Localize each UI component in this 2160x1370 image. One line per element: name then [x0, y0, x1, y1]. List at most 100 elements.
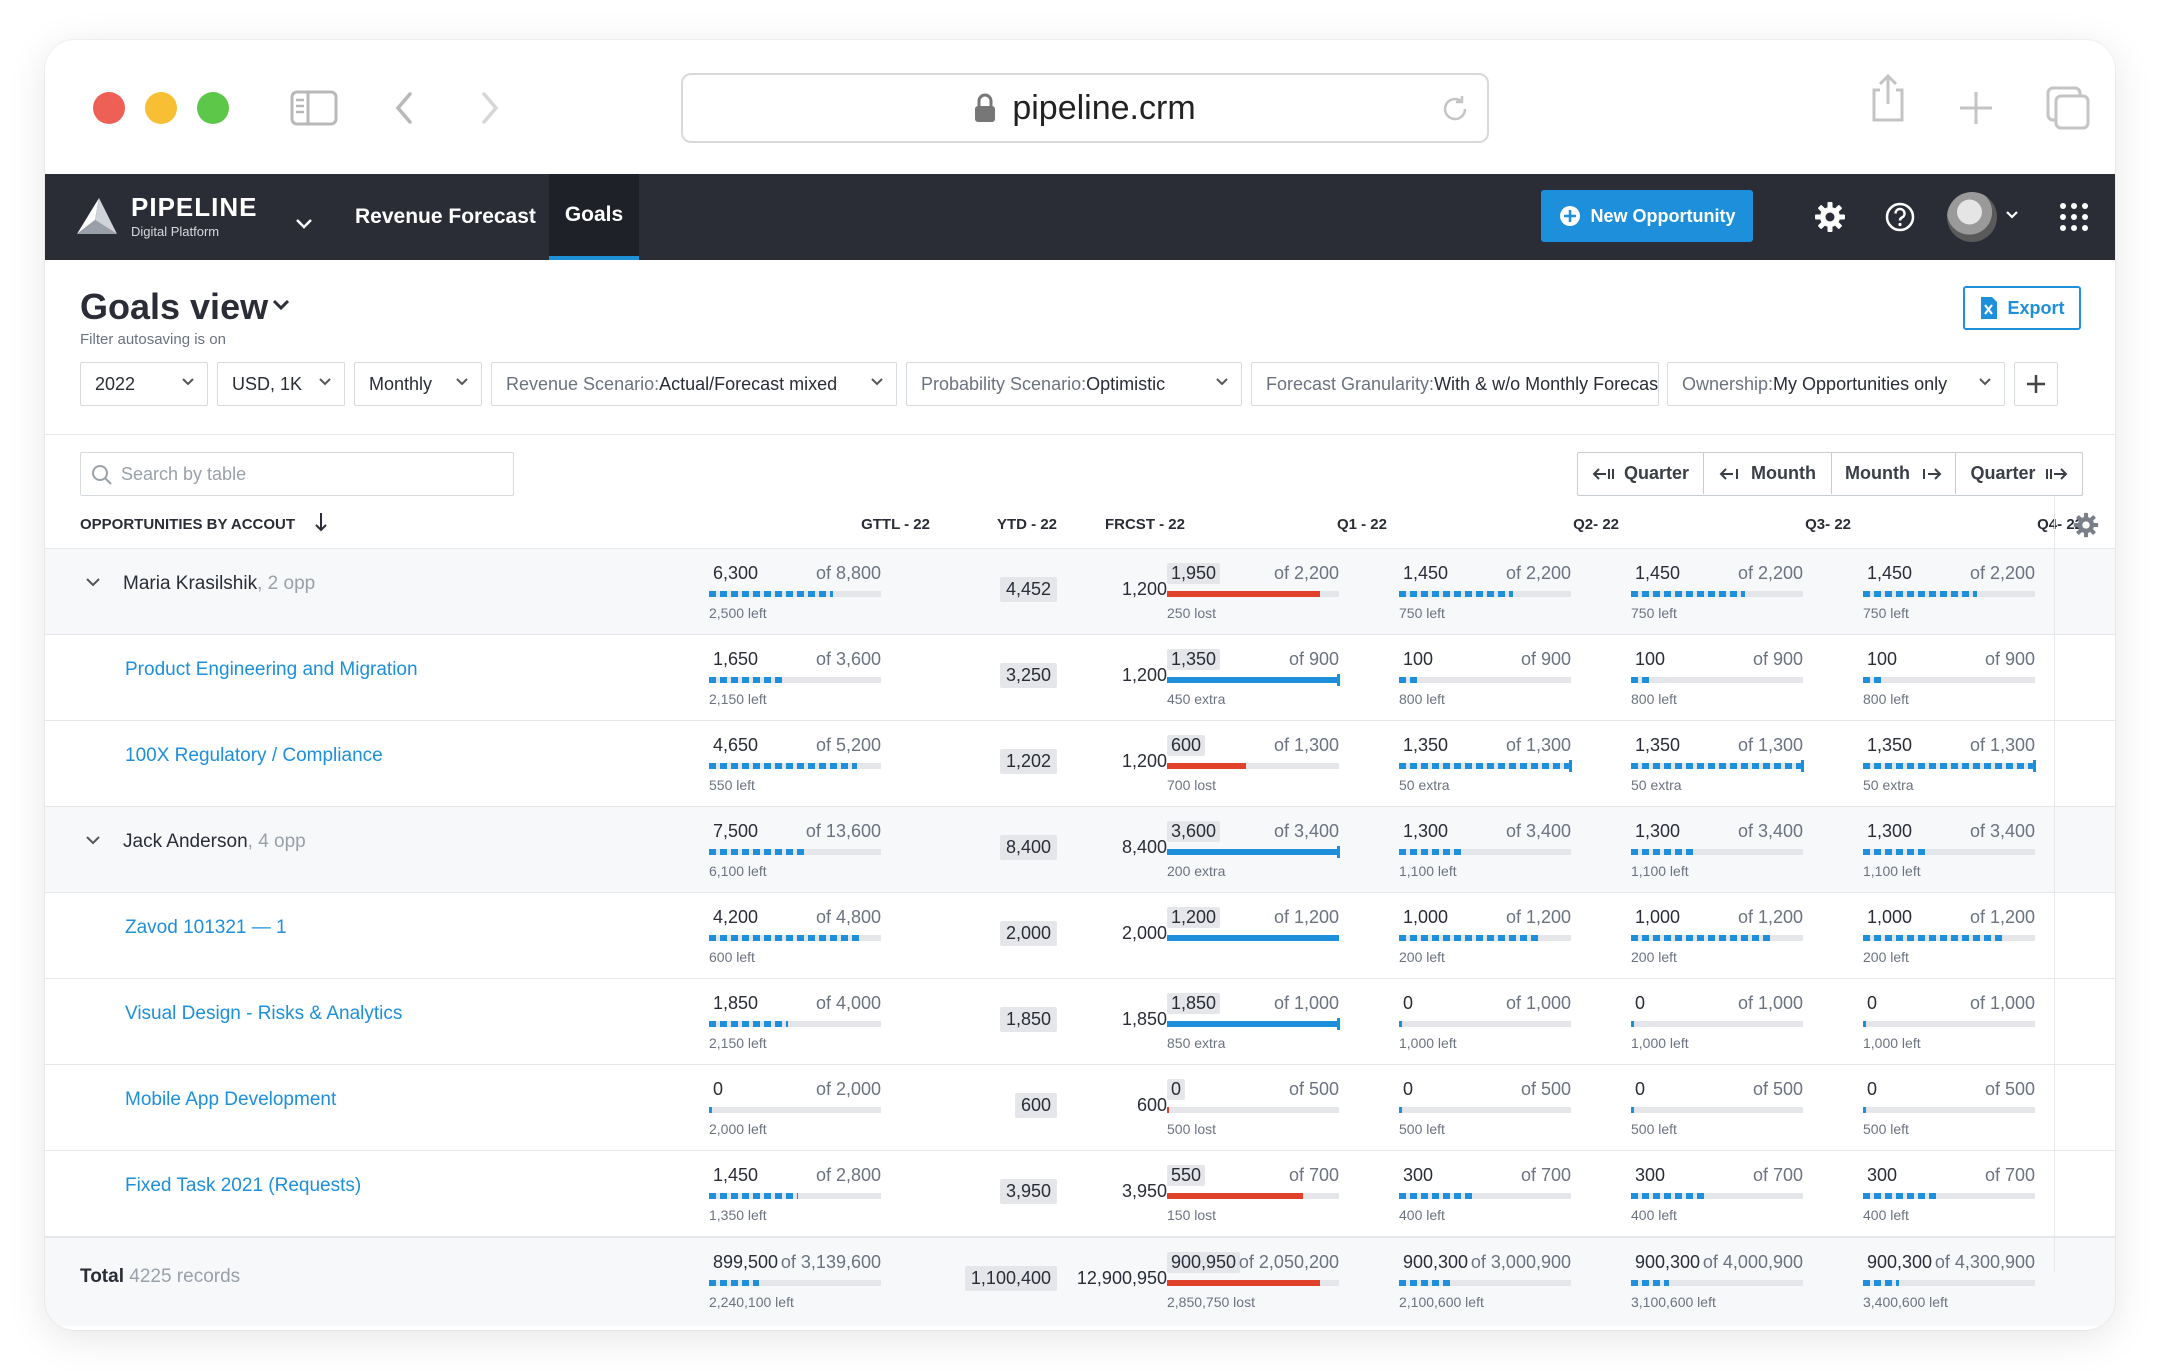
sort-down-icon[interactable] [313, 511, 329, 533]
tab-goals[interactable]: Goals [549, 174, 639, 260]
q4-progress-fill [1863, 849, 1929, 855]
gttl-progress-track [709, 763, 881, 769]
chevron-down-icon[interactable] [2005, 210, 2019, 220]
table-row[interactable]: 100X Regulatory / Compliance 4,650 of 5,20… [45, 720, 2115, 806]
app-logo[interactable]: PIPELINE Digital Platform [75, 192, 312, 242]
q3-target: of 1,200 [1737, 907, 1803, 927]
column-header-frcst[interactable]: FRCST - 22 [1104, 516, 1185, 533]
probability-scenario-filter[interactable]: Probability Scenario: Optimistic [906, 362, 1242, 406]
opportunity-link[interactable]: Visual Design - Risks & Analytics [125, 1003, 403, 1024]
chevron-down-icon[interactable] [85, 577, 101, 589]
column-header-q3[interactable]: Q3- 22 [1805, 516, 1851, 533]
forward-icon[interactable] [465, 86, 515, 130]
table-row[interactable]: Zavod 101321 — 1 4,200 of 4,800 600 left 2,0… [45, 892, 2115, 978]
q4-note: 500 left [1863, 1121, 1909, 1137]
ytd-value: 8,400 [999, 835, 1057, 860]
q4-target: of 900 [1984, 649, 2035, 669]
q2-progress-cell: 1,000 of 1,200 200 left [1399, 905, 1571, 971]
revenue-scenario-filter[interactable]: Revenue Scenario: Actual/Forecast mixed [491, 362, 897, 406]
add-filter-button[interactable] [2014, 362, 2058, 406]
new-tab-icon[interactable] [1951, 86, 2001, 130]
q4-note: 200 left [1863, 949, 1909, 965]
frcst-value: 600 [1136, 1095, 1167, 1115]
share-icon[interactable] [1863, 73, 1913, 122]
column-header-account[interactable]: OPPORTUNITIES BY ACCOUT [80, 516, 296, 533]
help-icon[interactable] [1883, 200, 1917, 234]
next-month-button[interactable]: Mounth [1832, 453, 1956, 494]
q2-progress-track [1399, 1107, 1571, 1113]
gttl-target: of 3,600 [815, 649, 881, 669]
gttl-note: 1,350 left [709, 1207, 767, 1223]
q3-value: 1,350 [1635, 735, 1681, 755]
opportunity-link[interactable]: 100X Regulatory / Compliance [125, 745, 383, 766]
q1-note: 850 extra [1167, 1035, 1226, 1051]
table-row[interactable]: Visual Design - Risks & Analytics 1,850 of… [45, 978, 2115, 1064]
settings-column-divider [2054, 496, 2055, 1272]
gttl-target: of 4,000 [815, 993, 881, 1013]
opportunity-link[interactable]: Zavod 101321 — 1 [125, 917, 287, 938]
chevron-down-icon[interactable] [85, 835, 101, 847]
column-header-q2[interactable]: Q2- 22 [1573, 516, 1619, 533]
year-filter[interactable]: 2022 [80, 362, 208, 406]
q3-progress-fill [1631, 1021, 1634, 1027]
q2-target: of 3,000,900 [1470, 1252, 1571, 1272]
table-row[interactable]: Fixed Task 2021 (Requests) 1,450 of 2,800 1… [45, 1150, 2115, 1236]
gttl-target: of 2,800 [815, 1165, 881, 1185]
q3-value: 300 [1635, 1165, 1666, 1185]
prev-quarter-button[interactable]: Quarter [1578, 453, 1704, 494]
opportunity-link[interactable]: Fixed Task 2021 (Requests) [125, 1175, 362, 1196]
q4-target: of 3,400 [1969, 821, 2035, 841]
table-row[interactable]: Product Engineering and Migration 1,650 of… [45, 634, 2115, 720]
group-row[interactable]: Jack Anderson, 4 opp 7,500 of 13,600 6,100 … [45, 806, 2115, 892]
period-filter[interactable]: Monthly [354, 362, 482, 406]
gear-icon[interactable] [1813, 200, 1847, 234]
q1-note: 2,850,750 lost [1167, 1294, 1255, 1310]
sidebar-icon[interactable] [289, 86, 339, 130]
prev-month-button[interactable]: Mounth [1704, 453, 1832, 494]
q1-value: 1,200 [1167, 907, 1221, 928]
next-quarter-button[interactable]: Quarter [1956, 453, 2082, 494]
forecast-granularity-filter[interactable]: Forecast Granularity: With & w/o Monthly… [1251, 362, 1659, 406]
opportunity-link[interactable]: Mobile App Development [125, 1089, 337, 1110]
table-settings-gear-icon[interactable] [2073, 512, 2099, 538]
q3-progress-fill [1631, 1193, 1705, 1199]
chevron-down-icon[interactable] [271, 298, 291, 312]
q4-progress-cell: 100 of 900 800 left [1863, 647, 2035, 713]
address-bar[interactable]: pipeline.crm [681, 73, 1489, 143]
column-header-ytd[interactable]: YTD - 22 [996, 516, 1057, 533]
column-header-q1[interactable]: Q1 - 22 [1336, 516, 1387, 533]
new-opportunity-button[interactable]: New Opportunity [1541, 190, 1753, 242]
q2-progress-track [1399, 935, 1571, 941]
q4-progress-fill [1863, 1280, 1900, 1286]
user-avatar[interactable] [1947, 192, 1997, 242]
reload-icon[interactable] [1439, 93, 1471, 134]
gttl-progress-track [709, 677, 881, 683]
table-search-input[interactable]: Search by table [80, 452, 514, 496]
maximize-window-button[interactable] [197, 92, 229, 124]
back-icon[interactable] [379, 86, 429, 130]
export-button[interactable]: Export [1963, 286, 2081, 330]
opportunity-link[interactable]: Product Engineering and Migration [125, 659, 418, 680]
q4-progress-cell: 900,300 of 4,300,900 3,400,600 left [1863, 1250, 2035, 1316]
apps-grid-icon[interactable] [2057, 200, 2091, 234]
frcst-value: 1,850 [1121, 1009, 1167, 1029]
column-header-gttl[interactable]: GTTL - 22 [861, 516, 930, 533]
logo-mark-icon [77, 198, 117, 234]
close-window-button[interactable] [93, 92, 125, 124]
q1-progress-cell: 3,600 of 3,400 200 extra [1167, 819, 1340, 885]
q4-target: of 1,300 [1969, 735, 2035, 755]
tabs-icon[interactable] [2043, 86, 2093, 130]
q1-progress-fill [1167, 1193, 1303, 1199]
q2-note: 800 left [1399, 691, 1445, 707]
q2-progress-track [1399, 1193, 1571, 1199]
ownership-filter[interactable]: Ownership: My Opportunities only [1667, 362, 2005, 406]
table-row[interactable]: Mobile App Development 0 of 2,000 2,000 lef… [45, 1064, 2115, 1150]
column-header-q4[interactable]: Q4- 22 [2037, 516, 2083, 533]
chevron-down-icon [182, 378, 194, 386]
q2-progress-fill [1399, 849, 1465, 855]
currency-filter[interactable]: USD, 1K [217, 362, 345, 406]
tab-revenue-forecast[interactable]: Revenue Forecast [355, 205, 536, 228]
group-row[interactable]: Maria Krasilshik, 2 opp 6,300 of 8,800 2,50… [45, 548, 2115, 634]
minimize-window-button[interactable] [145, 92, 177, 124]
q3-value: 1,450 [1635, 563, 1681, 583]
